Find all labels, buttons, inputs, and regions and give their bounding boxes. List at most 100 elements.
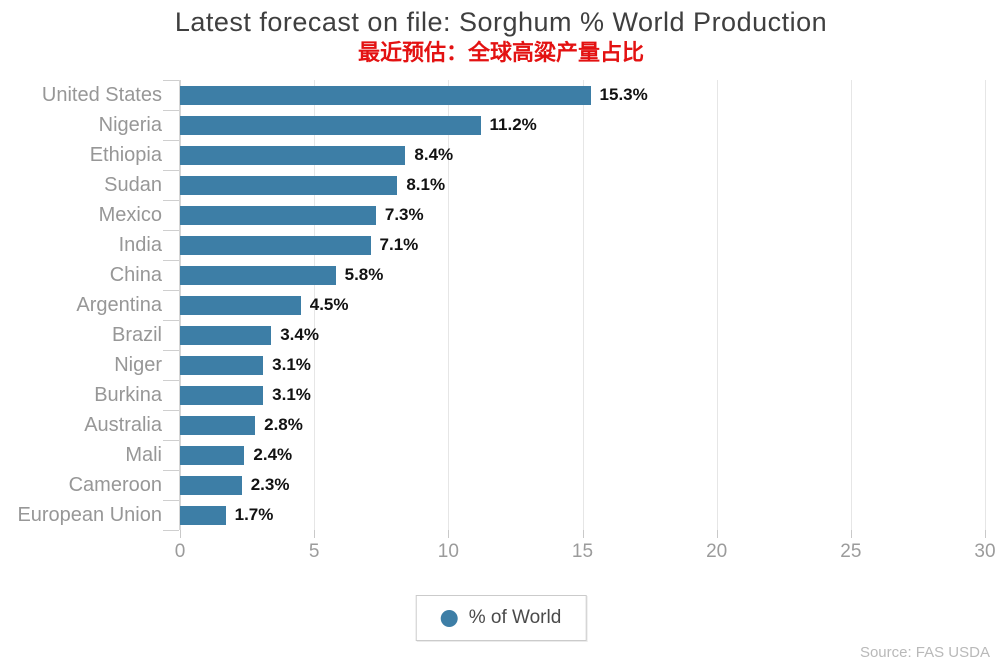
bar-row: India 7.1%	[0, 230, 1002, 260]
source-note: Source: FAS USDA	[859, 644, 990, 661]
gridline	[448, 80, 450, 530]
legend: % of World	[415, 595, 587, 641]
value-label: 2.4%	[253, 445, 293, 464]
x-tick-label: 25	[840, 541, 862, 562]
value-label: 11.2%	[489, 115, 537, 134]
category-label: United States	[41, 83, 162, 106]
bar	[180, 295, 301, 315]
category-label: China	[109, 263, 162, 286]
value-label: 8.4%	[414, 145, 454, 164]
bar-row: Nigeria 11.2%	[0, 110, 1002, 140]
y-axis-tick	[163, 170, 179, 171]
y-axis-tick	[163, 320, 179, 321]
value-label: 7.3%	[384, 205, 424, 224]
y-axis-tick	[163, 530, 179, 531]
bar-row: Ethiopia 8.4%	[0, 140, 1002, 170]
value-label: 8.1%	[406, 175, 446, 194]
gridline	[314, 80, 316, 530]
x-tick-label: 10	[437, 541, 459, 562]
category-label: Niger	[114, 353, 162, 376]
bar	[180, 445, 245, 465]
bar	[180, 415, 256, 435]
bar-row: Niger 3.1%	[0, 350, 1002, 380]
value-label: 3.1%	[272, 385, 311, 404]
category-label: Cameroon	[68, 473, 162, 496]
bar-row: China 5.8%	[0, 260, 1002, 290]
chart-subtitle: 最近预估：全球高粱产量占比	[357, 40, 644, 65]
value-label: 15.3%	[599, 85, 648, 104]
value-label: 2.8%	[264, 415, 303, 434]
bar	[180, 265, 336, 285]
bar-row: Mexico 7.3%	[0, 200, 1002, 230]
bar	[180, 145, 406, 165]
y-axis-tick	[163, 470, 179, 471]
value-label: 2.3%	[250, 475, 290, 494]
x-tick-label: 15	[571, 541, 594, 562]
value-label: 3.1%	[272, 355, 311, 374]
gridline	[985, 80, 986, 530]
category-label: Mexico	[98, 203, 162, 226]
y-axis-tick	[163, 260, 179, 261]
y-axis-tick	[163, 350, 179, 351]
category-label: Argentina	[76, 293, 162, 316]
gridline	[716, 80, 718, 530]
category-label: Nigeria	[98, 113, 162, 136]
x-tick-label: 0	[174, 541, 186, 562]
y-axis-tick	[163, 500, 179, 501]
gridline	[582, 80, 584, 530]
category-label: Sudan	[104, 173, 162, 196]
bar	[180, 85, 591, 105]
bar-row: United States 15.3%	[0, 80, 1002, 110]
y-axis-tick	[163, 410, 179, 411]
x-tick-label: 5	[308, 541, 320, 562]
bar	[180, 325, 272, 345]
x-axis-tick	[582, 530, 584, 538]
bar-row: Brazil 3.4%	[0, 320, 1002, 350]
y-axis-tick	[163, 140, 179, 141]
x-axis-tick	[180, 530, 181, 538]
y-axis-tick	[163, 290, 179, 291]
bar	[180, 175, 398, 195]
bar-row: Cameroon 2.3%	[0, 470, 1002, 500]
bar-row: Mali 2.4%	[0, 440, 1002, 470]
value-label: 7.1%	[379, 235, 419, 254]
value-label: 4.5%	[309, 295, 349, 314]
bar	[180, 235, 371, 255]
x-tick-label: 30	[974, 541, 996, 562]
y-axis-tick	[163, 440, 179, 441]
legend-marker-icon	[440, 609, 458, 627]
y-axis-tick	[163, 80, 179, 81]
category-label: European Union	[17, 503, 162, 526]
gridline	[850, 80, 852, 530]
bar	[180, 115, 481, 135]
y-axis-tick	[163, 230, 179, 231]
category-label: India	[118, 233, 162, 256]
chart-title: Latest forecast on file: Sorghum % World…	[174, 7, 828, 37]
x-axis-tick	[448, 530, 450, 538]
x-axis-tick	[985, 530, 986, 538]
bar-row: Burkina 3.1%	[0, 380, 1002, 410]
y-axis-tick	[163, 200, 179, 201]
y-axis-tick	[163, 380, 179, 381]
x-axis-tick	[314, 530, 316, 538]
bar-row: Argentina 4.5%	[0, 290, 1002, 320]
category-label: Mali	[125, 443, 162, 466]
legend-label: % of World	[468, 607, 562, 628]
category-label: Ethiopia	[89, 143, 162, 166]
bar-row: Sudan 8.1%	[0, 170, 1002, 200]
bar	[180, 385, 264, 405]
value-label: 3.4%	[280, 325, 319, 344]
bar-row: Australia 2.8%	[0, 410, 1002, 440]
value-label: 5.8%	[344, 265, 384, 284]
category-label: Brazil	[111, 323, 162, 346]
value-label: 1.7%	[234, 505, 274, 524]
bar-row: European Union 1.7%	[0, 500, 1002, 530]
bar	[180, 505, 226, 525]
bar	[180, 205, 376, 225]
y-axis-tick	[163, 110, 179, 111]
bar	[180, 355, 264, 375]
category-label: Australia	[84, 413, 162, 436]
category-label: Burkina	[94, 383, 162, 406]
